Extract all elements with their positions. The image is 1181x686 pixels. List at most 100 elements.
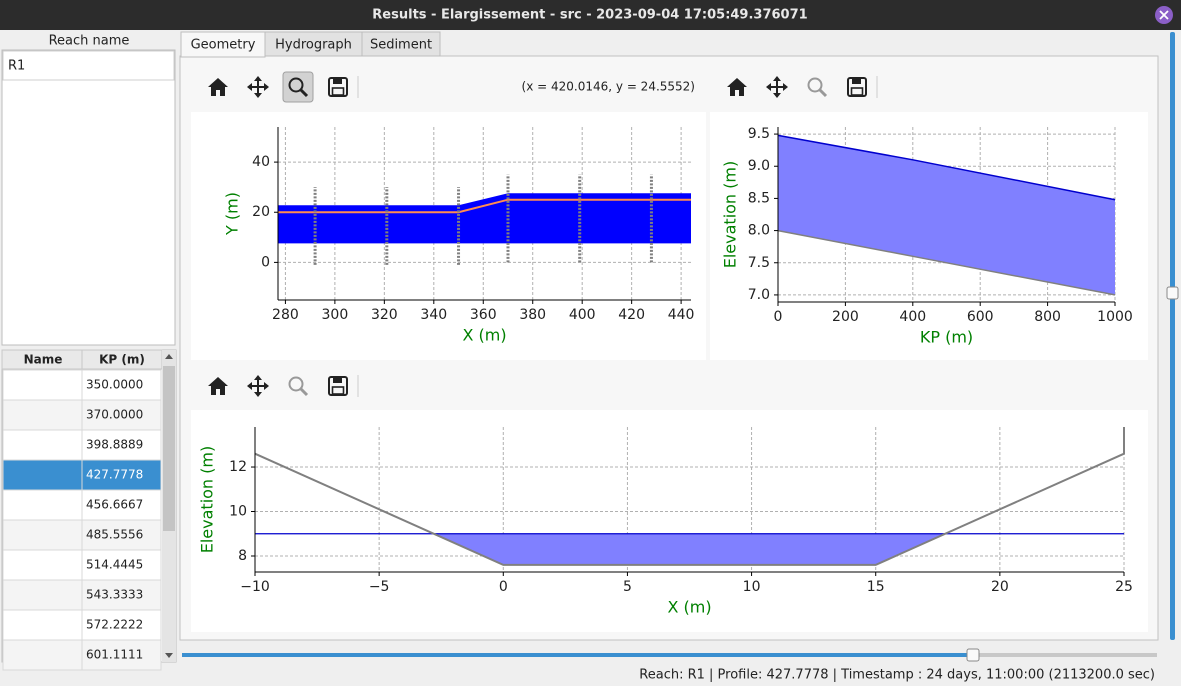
- x-tick-label: −5: [369, 579, 390, 595]
- water-area: [433, 533, 946, 565]
- kp-cell: 543.3333: [86, 588, 143, 602]
- kp-cell: 370.0000: [86, 408, 143, 422]
- y-tick-label: 20: [252, 204, 270, 220]
- vertical-slider: [1170, 32, 1175, 640]
- kp-cell: 485.5556: [86, 528, 143, 542]
- x-axis-label: KP (m): [920, 328, 973, 347]
- reach-item-label: R1: [8, 59, 25, 74]
- band-area: [778, 135, 1115, 295]
- tab[interactable]: [180, 31, 266, 58]
- x-tick-label: 600: [967, 309, 994, 325]
- y-axis-label: Elevation (m): [198, 446, 217, 553]
- tab-bar: Geometry Hydrograph Sediment: [180, 31, 441, 58]
- x-tick-label: 360: [470, 307, 497, 323]
- y-tick-label: 7.5: [748, 255, 770, 271]
- close-button[interactable]: [1155, 6, 1173, 24]
- table-cell: [2, 639, 83, 671]
- table-cell: [81, 489, 162, 521]
- table-cell: [81, 399, 162, 431]
- x-tick-label: 1000: [1097, 309, 1133, 325]
- kp-cell: 572.2222: [86, 618, 143, 632]
- kp-cell: 514.4445: [86, 558, 143, 572]
- y-axis-label: Y (m): [223, 192, 242, 236]
- kp-cell: 398.8889: [86, 438, 143, 452]
- table-cell: [81, 519, 162, 551]
- table-cell: [2, 489, 83, 521]
- y-tick-label: 8: [238, 548, 247, 564]
- y-tick-label: 40: [252, 154, 270, 170]
- band-area: [278, 193, 691, 244]
- table-cell: [2, 429, 83, 461]
- tab[interactable]: [264, 31, 363, 57]
- x-axis-label: X (m): [462, 326, 506, 345]
- table-cell: [2, 579, 83, 611]
- slider-handle[interactable]: [966, 648, 980, 662]
- tab[interactable]: [361, 31, 441, 57]
- x-tick-label: 400: [569, 307, 596, 323]
- x-tick-label: −10: [240, 579, 270, 595]
- y-tick-label: 7.0: [748, 287, 770, 303]
- scroll-up[interactable]: [165, 354, 173, 359]
- table-cell: [81, 639, 162, 671]
- x-tick-label: 300: [322, 307, 349, 323]
- column-header: KP (m): [99, 353, 145, 367]
- column-header: Name: [24, 353, 63, 367]
- table-cell: [81, 579, 162, 611]
- table-cell: [2, 609, 83, 641]
- tab-label: Hydrograph: [275, 38, 352, 53]
- x-axis-label: X (m): [667, 598, 711, 617]
- reach-item[interactable]: [2, 50, 175, 81]
- x-tick-label: 0: [774, 309, 783, 325]
- x-tick-label: 400: [899, 309, 926, 325]
- lower-line: [777, 229, 1116, 296]
- y-axis-label: Elevation (m): [721, 161, 740, 268]
- y-tick-label: 12: [229, 459, 247, 475]
- x-tick-label: 10: [743, 579, 761, 595]
- table-cell: [81, 369, 162, 401]
- x-tick-label: 320: [371, 307, 398, 323]
- table-cell: [2, 369, 83, 401]
- toolbar: [208, 375, 359, 397]
- x-tick-label: 200: [832, 309, 859, 325]
- x-tick-label: 440: [668, 307, 695, 323]
- y-tick-label: 9.5: [748, 126, 770, 142]
- table-cell: [2, 519, 83, 551]
- kp-cell: 601.1111: [86, 648, 143, 662]
- status-bar: Reach: R1 | Profile: 427.7778 | Timestam…: [639, 668, 1155, 683]
- reach-list: [1, 49, 176, 346]
- table-cell: [81, 459, 162, 491]
- x-tick-label: 5: [623, 579, 632, 595]
- kp-cell: 427.7778: [86, 468, 143, 482]
- tab-label: Geometry: [191, 38, 256, 53]
- scroll-down[interactable]: [165, 653, 173, 658]
- vertical-slider-handle[interactable]: [1166, 286, 1179, 300]
- x-tick-label: 25: [1115, 579, 1133, 595]
- chart-panel: [191, 410, 1148, 632]
- x-tick-label: 340: [420, 307, 447, 323]
- table-cell: [81, 549, 162, 581]
- window-title: Results - Elargissement - src - 2023-09-…: [372, 8, 807, 23]
- line: [278, 198, 691, 214]
- table-cell: [2, 549, 83, 581]
- table-cell: [2, 399, 83, 431]
- scroll-thumb[interactable]: [163, 366, 175, 531]
- zoom-active[interactable]: [282, 71, 314, 103]
- tab-label: Sediment: [370, 38, 432, 53]
- reach-header: Reach name: [49, 34, 130, 49]
- y-tick-label: 9.0: [748, 158, 770, 174]
- charts: 280 300 320 340 360 380 400 420 440 0 20 40 X (m) Y (…: [198, 126, 1133, 616]
- x-tick-label: 15: [867, 579, 885, 595]
- upper-line: [777, 134, 1116, 201]
- x-tick-label: 20: [991, 579, 1009, 595]
- table-cell: [2, 459, 83, 491]
- y-tick-label: 8.5: [748, 190, 770, 206]
- y-tick-label: 10: [229, 504, 247, 520]
- toolbar: (x = 420.0146, y = 24.5552): [208, 71, 695, 103]
- table-cell: [81, 609, 162, 641]
- x-tick-label: 380: [519, 307, 546, 323]
- title-bar: [0, 0, 1181, 30]
- cursor-readout: (x = 420.0146, y = 24.5552): [522, 80, 695, 94]
- x-tick-label: 0: [499, 579, 508, 595]
- x-tick-label: 420: [618, 307, 645, 323]
